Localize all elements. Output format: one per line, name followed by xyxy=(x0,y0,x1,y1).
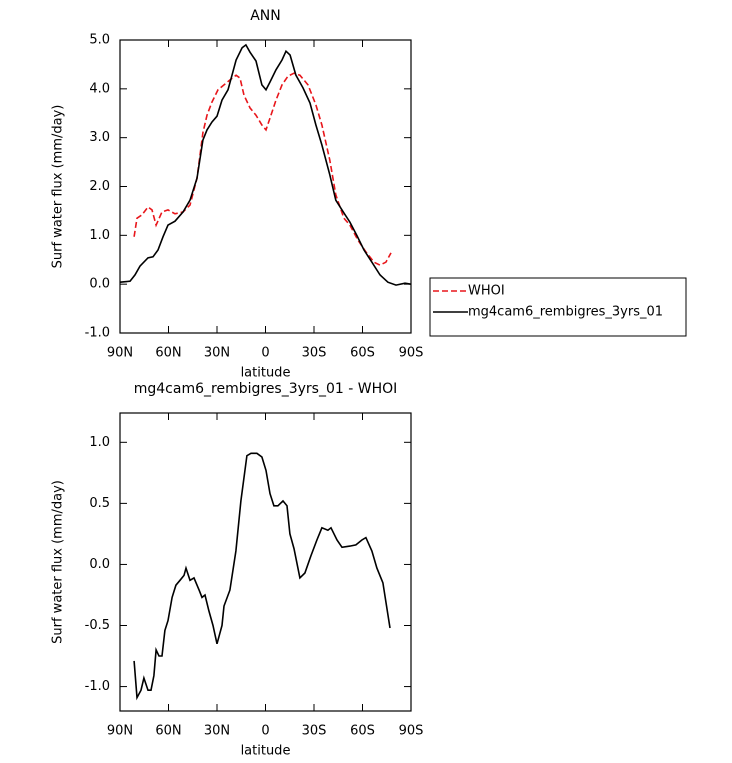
legend-label: mg4cam6_rembigres_3yrs_01 xyxy=(468,305,663,320)
y-tick-label: 4.0 xyxy=(89,81,110,96)
y-tick-label: 2.0 xyxy=(89,179,110,194)
x-tick-label: 90N xyxy=(107,724,133,739)
x-tick-label: 60N xyxy=(155,724,181,739)
data-line xyxy=(133,452,391,701)
x-tick-label: 90S xyxy=(399,724,424,739)
x-tick-label: 90S xyxy=(399,346,424,361)
data-line xyxy=(119,43,412,286)
plot-frame xyxy=(119,412,412,712)
x-tick-label: 60S xyxy=(350,346,375,361)
y-tick-label: 3.0 xyxy=(89,130,110,145)
x-tick-label: 30S xyxy=(302,346,327,361)
data-line xyxy=(133,72,392,266)
y-tick-label: -1.0 xyxy=(85,326,110,341)
y-tick-label: 1.0 xyxy=(89,435,110,450)
plot-frame xyxy=(119,39,412,334)
y-tick-label: 5.0 xyxy=(89,33,110,48)
legend-box xyxy=(429,277,687,337)
x-tick-label: 30N xyxy=(204,724,230,739)
x-tick-label: 30N xyxy=(204,346,230,361)
x-axis-label: latitude xyxy=(241,366,291,381)
x-tick-label: 60N xyxy=(155,346,181,361)
x-tick-label: 0 xyxy=(261,346,269,361)
y-tick-label: -0.5 xyxy=(85,618,110,633)
x-axis-label: latitude xyxy=(241,744,291,759)
x-tick-label: 30S xyxy=(302,724,327,739)
x-tick-label: 0 xyxy=(261,724,269,739)
y-tick-label: -1.0 xyxy=(85,679,110,694)
y-tick-label: 1.0 xyxy=(89,228,110,243)
x-tick-label: 60S xyxy=(350,724,375,739)
y-axis-label: Surf water flux (mm/day) xyxy=(51,105,66,269)
y-tick-label: 0.5 xyxy=(89,496,110,511)
x-tick-label: 90N xyxy=(107,346,133,361)
chart-title: ANN xyxy=(250,8,281,24)
y-axis-label: Surf water flux (mm/day) xyxy=(51,480,66,644)
legend-label: WHOI xyxy=(468,284,505,299)
y-tick-label: 0.0 xyxy=(89,277,110,292)
chart-title: mg4cam6_rembigres_3yrs_01 - WHOI xyxy=(134,381,398,397)
y-tick-label: 0.0 xyxy=(89,557,110,572)
